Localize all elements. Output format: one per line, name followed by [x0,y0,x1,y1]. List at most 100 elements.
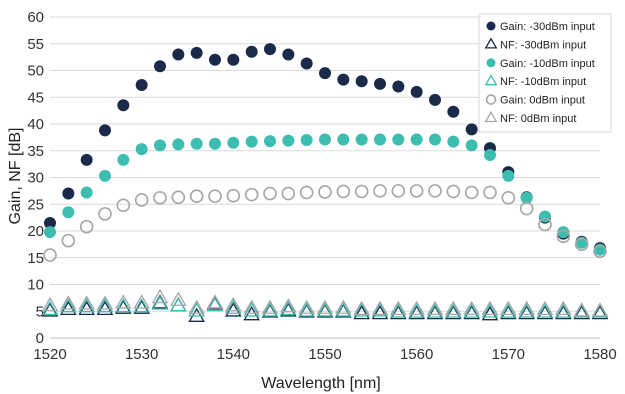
data-point [464,185,479,200]
x-axis-title: Wavelength [nm] [261,375,380,392]
data-point-triangle [573,304,590,320]
data-point-triangle [518,303,535,318]
data-point-triangle [243,302,260,317]
data-point [209,53,221,66]
data-point [483,185,497,200]
y-tick-label: 40 [27,116,44,133]
data-point [98,207,112,221]
data-point [171,190,186,205]
data-point [502,169,515,182]
x-tick-label: 1570 [492,346,525,363]
data-point-triangle [225,296,242,312]
legend-marker [485,94,497,105]
legend: Gain: -30dBm input NF: -30dBm input Gain: … [478,13,612,133]
legend-label: NF: 0dBm input [500,113,576,125]
data-point [318,185,332,199]
data-point [355,75,368,88]
data-point-triangle [463,303,480,318]
data-point-triangle [60,300,77,315]
legend-label: NF: -30dBm input [500,39,586,51]
data-point [300,57,313,70]
data-point-triangle [115,298,132,313]
data-point [355,133,368,146]
data-point-triangle [188,302,205,317]
x-tick-label: 1550 [308,346,341,363]
data-point [226,188,241,203]
data-point-triangle [78,300,95,315]
data-point [593,244,607,259]
data-point-triangle [115,294,132,309]
data-point [374,77,386,90]
data-point [374,133,386,146]
x-tick-label: 1560 [400,346,433,363]
data-point-triangle [390,300,407,315]
data-point [245,45,258,58]
data-point [337,133,350,146]
data-point-triangle [188,307,205,322]
data-point [501,191,516,205]
data-point [61,233,76,248]
data-point-triangle [335,299,352,314]
data-point [153,191,167,205]
data-point-triangle [298,299,315,314]
data-point [44,216,56,229]
data-point-triangle [316,299,334,314]
data-point-triangle [96,295,114,310]
y-tick-label: 30 [27,170,44,187]
legend-label: Gain: -30dBm input [500,21,595,33]
data-point [429,93,441,106]
legend-marker [486,21,496,31]
data-point-triangle [261,299,279,314]
series-6 [41,288,609,317]
data-point [245,135,258,148]
data-point-triangle [500,303,517,318]
x-tick-label: 1530 [125,346,158,363]
data-point-triangle [151,288,169,304]
data-point-triangle [426,303,444,318]
data-point-triangle [591,304,609,320]
data-point-triangle [298,302,315,317]
data-point-triangle [536,303,554,318]
series-4 [41,295,609,318]
data-point [429,133,441,146]
data-point-triangle [170,291,187,306]
data-point [447,135,460,148]
legend-marker [484,111,498,123]
data-point-triangle [60,295,77,310]
data-point-triangle [188,299,205,314]
data-point [282,134,295,147]
data-point-triangle [78,295,95,310]
data-point [319,133,331,146]
data-point-triangle [133,299,150,314]
legend-label: NF: -10dBm input [500,76,586,88]
data-point-triangle [500,300,517,315]
data-point-triangle [371,304,389,320]
data-point [134,193,149,207]
data-point [465,123,478,136]
data-point-triangle [518,304,535,320]
data-point-triangle [225,299,242,314]
y-tick-label: 5 [36,303,44,320]
data-point-triangle [115,299,132,314]
data-point [135,78,148,91]
data-point [190,137,203,150]
x-tick-label: 1540 [217,346,250,363]
data-point-triangle [371,300,389,315]
data-point-triangle [536,304,554,320]
data-point [319,67,331,80]
data-point-triangle [481,306,499,321]
data-point-triangle [261,302,279,317]
data-point [373,184,387,198]
x-tick-label: 1520 [33,346,66,363]
y-tick-label: 10 [27,277,44,294]
data-point-triangle [206,296,224,312]
data-point-triangle [60,298,77,313]
legend-marker [486,58,496,68]
data-point [80,186,93,199]
data-point [154,60,166,73]
data-point [410,85,423,98]
data-point [336,184,351,199]
data-point [538,217,552,232]
